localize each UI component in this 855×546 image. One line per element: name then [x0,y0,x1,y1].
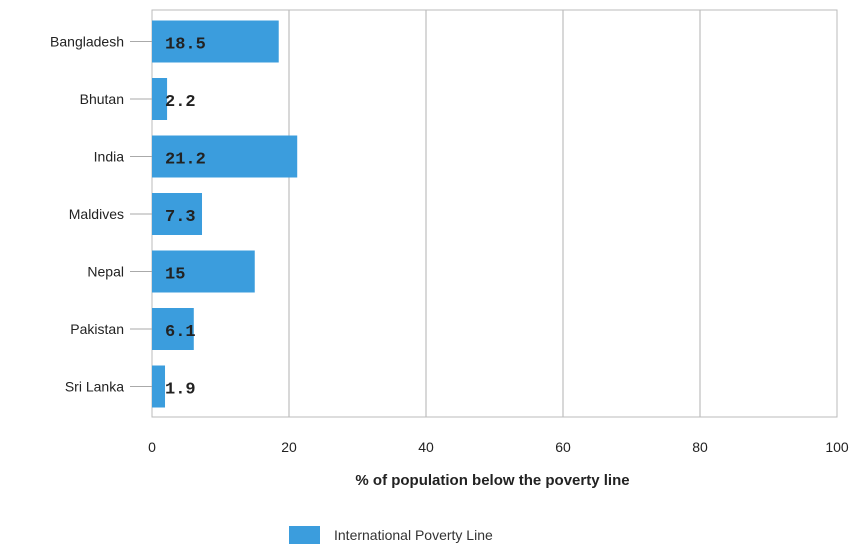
category-label: Sri Lanka [65,379,124,395]
data-labels: 18.5 2.2 21.2 7.3 15 6.1 1.9 [165,36,206,400]
x-tick-label: 80 [692,439,708,455]
bar[interactable] [152,135,298,178]
bar[interactable] [152,193,203,235]
legend-swatch [289,526,320,544]
data-label: 6.1 [165,323,196,342]
bar[interactable] [152,20,279,63]
x-tick-label: 20 [281,439,297,455]
bar[interactable] [152,78,168,120]
category-label: India [94,149,125,165]
data-label: 7.3 [165,208,196,227]
category-label: Pakistan [70,321,124,337]
legend[interactable]: International Poverty Line [289,526,493,544]
bar[interactable] [152,365,166,408]
data-label: 21.2 [165,151,206,170]
category-label: Maldives [69,206,124,222]
x-axis-title: % of population below the poverty line [355,472,629,489]
category-label: Bangladesh [50,34,124,50]
bars [152,20,298,408]
data-label: 2.2 [165,93,196,112]
category-label: Bhutan [80,91,124,107]
data-label: 1.9 [165,381,196,400]
bar[interactable] [152,250,255,293]
category-label: Nepal [87,264,124,280]
category-axis: Bangladesh Bhutan India Maldives Nepal Pakist… [50,34,152,395]
gridlines [288,10,701,417]
x-tick-label: 100 [825,439,849,455]
value-axis: 0 20 40 60 80 100 [148,439,849,455]
data-label: 15 [165,266,185,285]
x-tick-label: 60 [555,439,571,455]
data-label: 18.5 [165,36,206,55]
bar[interactable] [152,308,194,350]
legend-label: International Poverty Line [334,527,493,543]
x-tick-label: 0 [148,439,156,455]
plot-area [151,9,838,418]
x-tick-label: 40 [418,439,434,455]
